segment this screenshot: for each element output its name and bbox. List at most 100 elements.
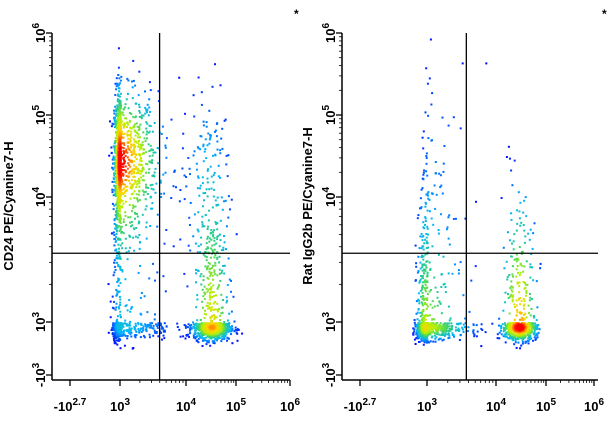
event-dot — [419, 235, 422, 238]
event-dot — [154, 167, 157, 170]
event-dot — [181, 167, 184, 170]
event-dot — [511, 296, 514, 298]
event-dot — [219, 279, 222, 282]
event-dot — [193, 325, 195, 328]
event-dot — [135, 324, 137, 327]
event-dot — [137, 322, 140, 325]
event-dot — [510, 289, 513, 292]
event-dot — [150, 148, 153, 151]
event-dot — [201, 225, 204, 228]
event-dot — [498, 337, 501, 340]
event-dot — [134, 84, 137, 87]
event-dot — [226, 326, 229, 329]
event-dot — [112, 194, 115, 197]
event-dot — [134, 211, 136, 214]
event-dot — [196, 168, 198, 171]
event-dot — [135, 166, 138, 169]
event-dot — [425, 240, 428, 243]
event-dot — [426, 286, 428, 289]
event-dot — [117, 47, 120, 50]
event-dot — [219, 239, 222, 242]
event-dot — [529, 276, 532, 279]
event-dot — [119, 102, 122, 105]
event-dot — [212, 181, 215, 184]
event-dot — [496, 333, 499, 336]
event-dot — [123, 156, 125, 159]
event-dot — [513, 319, 516, 322]
event-dot — [189, 173, 191, 176]
event-dot — [203, 250, 206, 253]
event-dot — [113, 178, 116, 181]
event-dot — [164, 146, 167, 149]
event-dot — [432, 327, 435, 330]
event-dot — [145, 324, 147, 327]
event-dot — [113, 339, 116, 342]
event-dot — [202, 326, 205, 329]
event-dot — [138, 241, 141, 243]
event-dot — [130, 306, 133, 309]
event-dot — [444, 286, 447, 288]
event-dot — [153, 318, 156, 321]
event-dot — [202, 337, 205, 340]
event-dot — [484, 331, 487, 334]
event-dot — [197, 211, 200, 214]
event-dot — [446, 226, 449, 229]
event-dot — [145, 330, 148, 333]
event-dot — [462, 294, 465, 297]
event-dot — [146, 103, 149, 106]
event-dot — [122, 147, 125, 150]
event-dot — [203, 298, 206, 301]
event-dot — [136, 198, 139, 201]
event-dot — [511, 273, 514, 276]
event-dot — [415, 265, 418, 268]
event-dot — [121, 242, 124, 245]
event-dot — [514, 306, 516, 308]
event-dot — [442, 170, 445, 173]
event-dot — [160, 331, 162, 334]
event-dot — [129, 310, 132, 313]
event-dot — [130, 225, 132, 228]
event-dot — [131, 185, 134, 188]
event-dot — [137, 139, 140, 142]
event-dot — [510, 218, 513, 221]
event-dot — [509, 336, 512, 339]
event-dot — [116, 292, 119, 295]
event-dot — [440, 213, 442, 216]
event-dot — [519, 318, 521, 321]
event-dot — [132, 227, 135, 230]
event-dot — [136, 215, 139, 218]
event-dot — [527, 232, 530, 235]
event-dot — [123, 125, 126, 128]
event-dot — [423, 272, 426, 275]
event-dot — [503, 333, 506, 336]
event-dot — [428, 330, 431, 333]
event-dot — [444, 325, 447, 328]
event-dot — [454, 217, 457, 220]
event-dot — [135, 330, 138, 333]
event-dot — [130, 136, 133, 139]
event-dot — [518, 281, 521, 284]
event-dot — [505, 156, 508, 158]
event-dot — [141, 141, 144, 144]
event-dot — [140, 115, 143, 118]
event-dot — [230, 310, 233, 313]
event-dot — [442, 283, 445, 286]
event-dot — [130, 307, 133, 310]
event-dot — [424, 217, 427, 220]
event-dot — [215, 122, 218, 125]
event-dot — [433, 331, 436, 334]
event-dot — [448, 214, 451, 217]
event-dot — [144, 208, 147, 211]
event-dot — [196, 146, 199, 149]
event-dot — [119, 79, 122, 82]
event-dot — [535, 319, 538, 322]
event-dot — [140, 324, 143, 326]
event-dot — [464, 322, 467, 325]
event-dot — [120, 75, 123, 78]
event-dot — [116, 192, 119, 195]
event-dot — [225, 331, 228, 334]
event-dot — [111, 332, 114, 335]
event-dot — [155, 331, 158, 333]
event-dot — [231, 327, 234, 330]
event-dot — [472, 329, 475, 332]
